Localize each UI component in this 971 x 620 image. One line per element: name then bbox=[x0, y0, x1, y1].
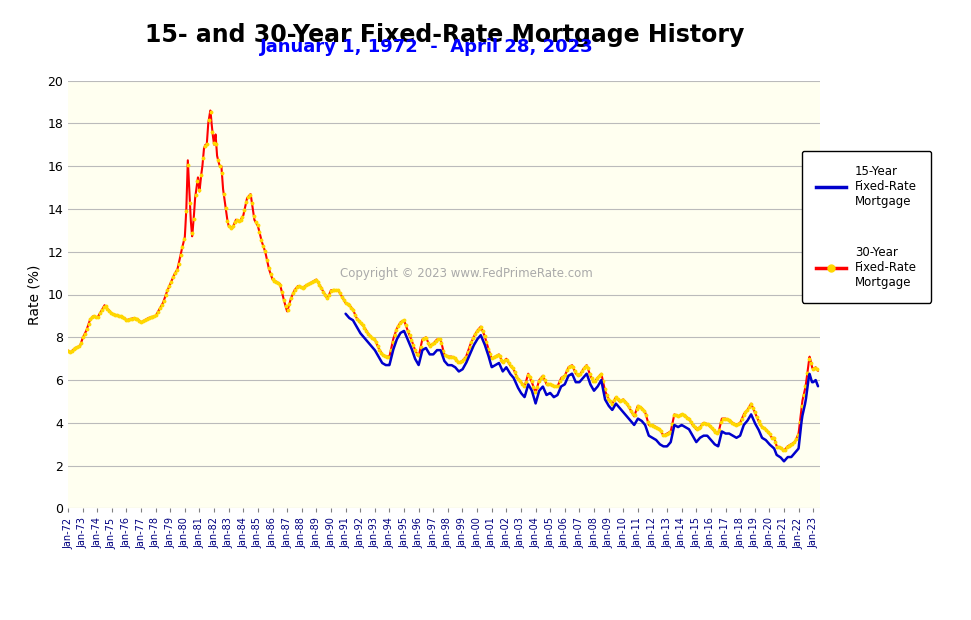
Text: January 1, 1972  -  April 28, 2023: January 1, 1972 - April 28, 2023 bbox=[260, 37, 594, 56]
Legend: 15-Year
Fixed-Rate
Mortgage, 30-Year
Fixed-Rate
Mortgage: 15-Year Fixed-Rate Mortgage, 30-Year Fix… bbox=[802, 151, 931, 303]
Y-axis label: Rate (%): Rate (%) bbox=[28, 264, 42, 325]
Title: 15- and 30-Year Fixed-Rate Mortgage History: 15- and 30-Year Fixed-Rate Mortgage Hist… bbox=[145, 23, 744, 46]
Text: Copyright © 2023 www.FedPrimeRate.com: Copyright © 2023 www.FedPrimeRate.com bbox=[341, 267, 593, 280]
